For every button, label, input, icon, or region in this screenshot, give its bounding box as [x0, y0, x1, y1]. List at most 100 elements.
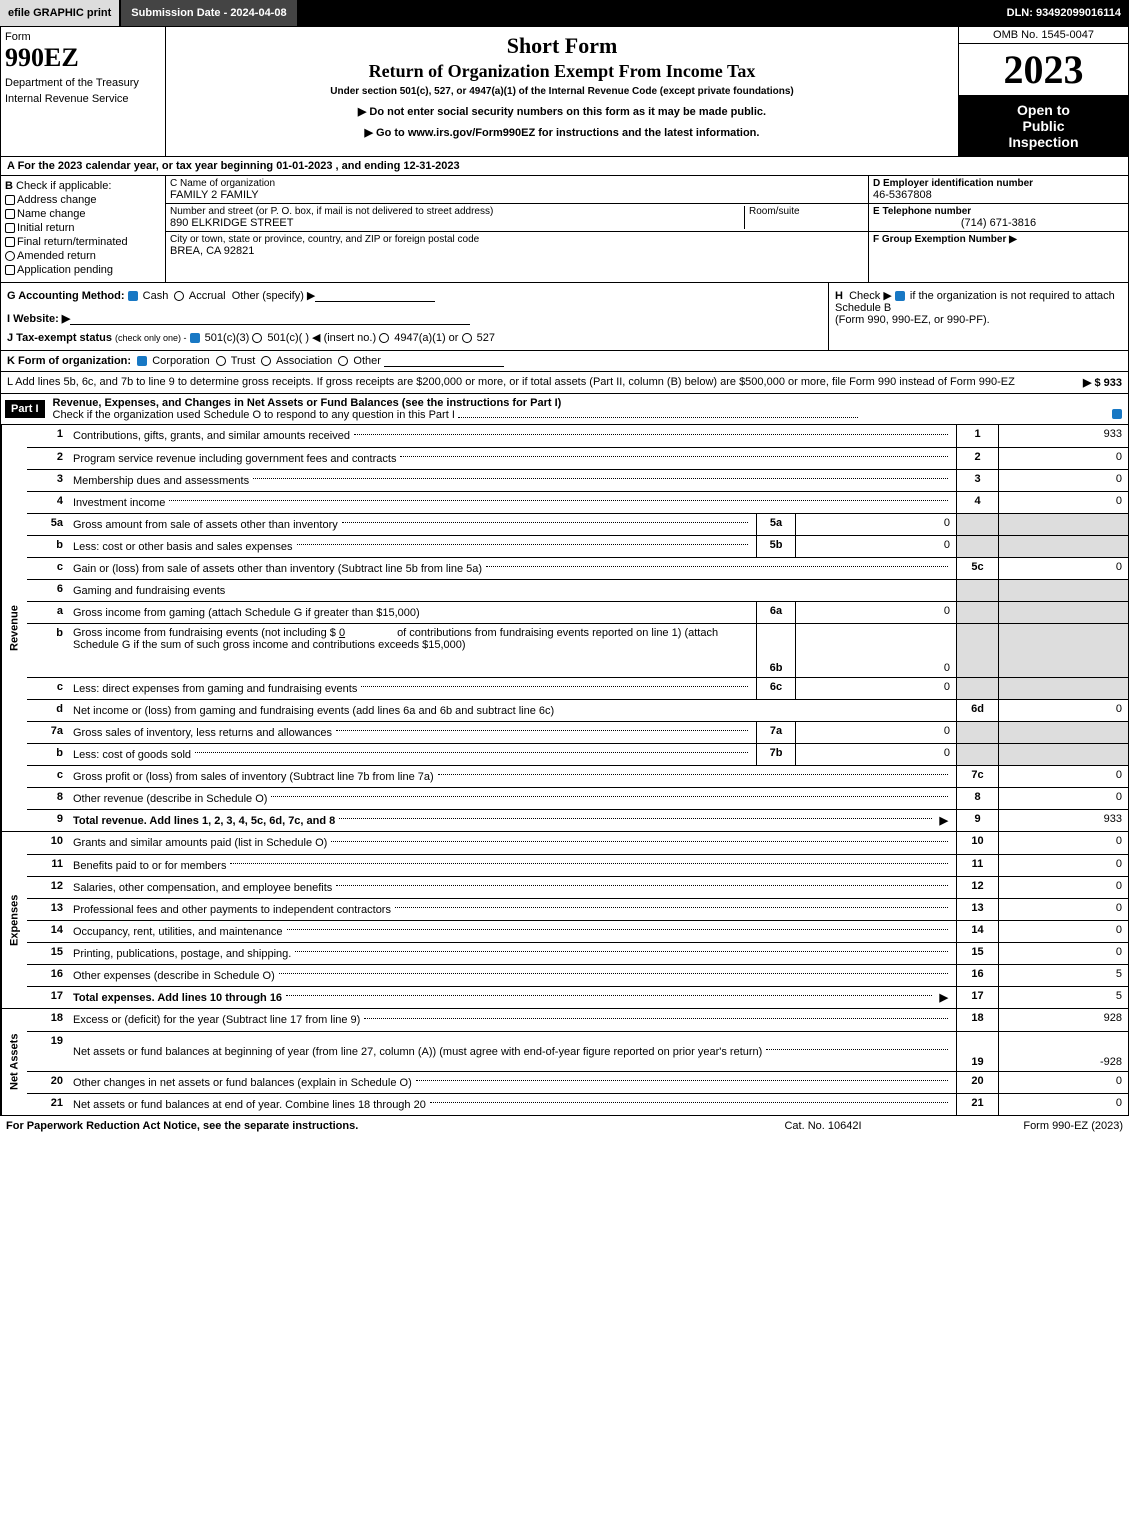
city-label: City or town, state or province, country…	[170, 234, 864, 245]
line-9-num: 9	[27, 810, 69, 831]
section-k-label: K Form of organization:	[7, 355, 131, 367]
org-name-label: C Name of organization	[170, 178, 864, 189]
opt-corp: Corporation	[152, 355, 209, 367]
line-5b: b Less: cost or other basis and sales ex…	[27, 535, 1128, 557]
line-12-fv: 0	[998, 877, 1128, 898]
checkbox-corporation[interactable]	[137, 356, 147, 366]
line-13-fv: 0	[998, 899, 1128, 920]
line-6d-fn: 6d	[956, 700, 998, 721]
line-7c-desc: Gross profit or (loss) from sales of inv…	[73, 771, 434, 783]
line-6c-sv: 0	[796, 678, 956, 699]
other-specify-input[interactable]	[315, 290, 435, 302]
line-15-desc: Printing, publications, postage, and shi…	[73, 948, 291, 960]
line-6c-fn-grey	[956, 678, 998, 699]
checkbox-cash[interactable]	[128, 291, 138, 301]
line-14-desc: Occupancy, rent, utilities, and maintena…	[73, 926, 283, 938]
section-bcde: B Check if applicable: Address change Na…	[0, 176, 1129, 283]
line-17-fv: 5	[998, 987, 1128, 1008]
checkbox-schedule-o[interactable]	[1112, 409, 1122, 419]
line-8-num: 8	[27, 788, 69, 809]
city-value: BREA, CA 92821	[170, 245, 864, 257]
line-6a-desc: Gross income from gaming (attach Schedul…	[73, 607, 420, 619]
line-8-fv: 0	[998, 788, 1128, 809]
header-left: Form 990EZ Department of the Treasury In…	[1, 27, 166, 156]
title-short-form: Short Form	[174, 33, 950, 59]
form-label: Form	[5, 31, 161, 43]
line-21-fv: 0	[998, 1094, 1128, 1115]
part1-header-row: Part I Revenue, Expenses, and Changes in…	[0, 394, 1129, 425]
subtitle: Under section 501(c), 527, or 4947(a)(1)…	[174, 86, 950, 97]
efile-print-button[interactable]: efile GRAPHIC print	[0, 0, 121, 26]
line-7c-num: c	[27, 766, 69, 787]
checkbox-4947[interactable]	[379, 333, 389, 343]
line-5c-fv: 0	[998, 558, 1128, 579]
line-7c-fn: 7c	[956, 766, 998, 787]
line-6a-fn-grey	[956, 602, 998, 623]
line-5c-num: c	[27, 558, 69, 579]
line-5b-num: b	[27, 536, 69, 557]
line-10-desc: Grants and similar amounts paid (list in…	[73, 837, 327, 849]
checkbox-initial-return[interactable]	[5, 223, 15, 233]
line-7a-num: 7a	[27, 722, 69, 743]
checkbox-501c[interactable]	[252, 333, 262, 343]
line-4: 4 Investment income 4 0	[27, 491, 1128, 513]
expenses-section: Expenses 10 Grants and similar amounts p…	[0, 832, 1129, 1009]
street-value: 890 ELKRIDGE STREET	[170, 217, 744, 229]
line-7a-fv-grey	[998, 722, 1128, 743]
line-20-num: 20	[27, 1072, 69, 1093]
line-7b-sn: 7b	[756, 744, 796, 765]
dept-treasury: Department of the Treasury	[5, 77, 161, 89]
goto-link[interactable]: ▶ Go to www.irs.gov/Form990EZ for instru…	[174, 126, 950, 139]
line-6d-num: d	[27, 700, 69, 721]
line-6: 6 Gaming and fundraising events	[27, 579, 1128, 601]
line-4-desc: Investment income	[73, 497, 165, 509]
header-right: OMB No. 1545-0047 2023 Open to Public In…	[958, 27, 1128, 156]
line-9: 9 Total revenue. Add lines 1, 2, 3, 4, 5…	[27, 809, 1128, 831]
checkbox-application-pending[interactable]	[5, 265, 15, 275]
checkbox-other-org[interactable]	[338, 356, 348, 366]
line-8-desc: Other revenue (describe in Schedule O)	[73, 793, 267, 805]
chk-label-4: Amended return	[17, 250, 96, 262]
line-12-desc: Salaries, other compensation, and employ…	[73, 882, 332, 894]
line-5a-fn-grey	[956, 514, 998, 535]
checkbox-501c3[interactable]	[190, 333, 200, 343]
ein-label: D Employer identification number	[873, 178, 1124, 189]
line-14: 14 Occupancy, rent, utilities, and maint…	[27, 920, 1128, 942]
line-1-fn: 1	[956, 425, 998, 447]
checkbox-final-return[interactable]	[5, 237, 15, 247]
line-2: 2 Program service revenue including gove…	[27, 447, 1128, 469]
street-label: Number and street (or P. O. box, if mail…	[170, 206, 744, 217]
checkbox-accrual[interactable]	[174, 291, 184, 301]
line-5a: 5a Gross amount from sale of assets othe…	[27, 513, 1128, 535]
part1-label: Part I	[5, 400, 45, 418]
chk-label-3: Final return/terminated	[17, 236, 128, 248]
other-org-input[interactable]	[384, 355, 504, 367]
line-6d-fv: 0	[998, 700, 1128, 721]
line-6-fn-grey	[956, 580, 998, 601]
line-15-num: 15	[27, 943, 69, 964]
line-13-desc: Professional fees and other payments to …	[73, 904, 391, 916]
line-16-num: 16	[27, 965, 69, 986]
checkbox-schedule-b[interactable]	[895, 291, 905, 301]
tax-year: 2023	[959, 44, 1128, 96]
checkbox-association[interactable]	[261, 356, 271, 366]
chk-label-5: Application pending	[17, 264, 113, 276]
line-16: 16 Other expenses (describe in Schedule …	[27, 964, 1128, 986]
line-21-desc: Net assets or fund balances at end of ye…	[73, 1099, 426, 1111]
checkbox-name-change[interactable]	[5, 209, 15, 219]
website-input[interactable]	[70, 313, 470, 325]
checkbox-trust[interactable]	[216, 356, 226, 366]
line-15-fn: 15	[956, 943, 998, 964]
line-17: 17 Total expenses. Add lines 10 through …	[27, 986, 1128, 1008]
section-h-label: H	[835, 290, 843, 302]
dept-irs: Internal Revenue Service	[5, 93, 161, 105]
line-7b: b Less: cost of goods sold 7b 0	[27, 743, 1128, 765]
checkbox-527[interactable]	[462, 333, 472, 343]
section-b-label: B	[5, 180, 13, 192]
checkbox-address-change[interactable]	[5, 195, 15, 205]
checkbox-amended-return[interactable]	[5, 251, 15, 261]
opt-501c3: 501(c)(3)	[205, 332, 250, 344]
part1-check-text: Check if the organization used Schedule …	[53, 409, 455, 421]
line-17-num: 17	[27, 987, 69, 1008]
submission-date: Submission Date - 2024-04-08	[121, 0, 296, 26]
